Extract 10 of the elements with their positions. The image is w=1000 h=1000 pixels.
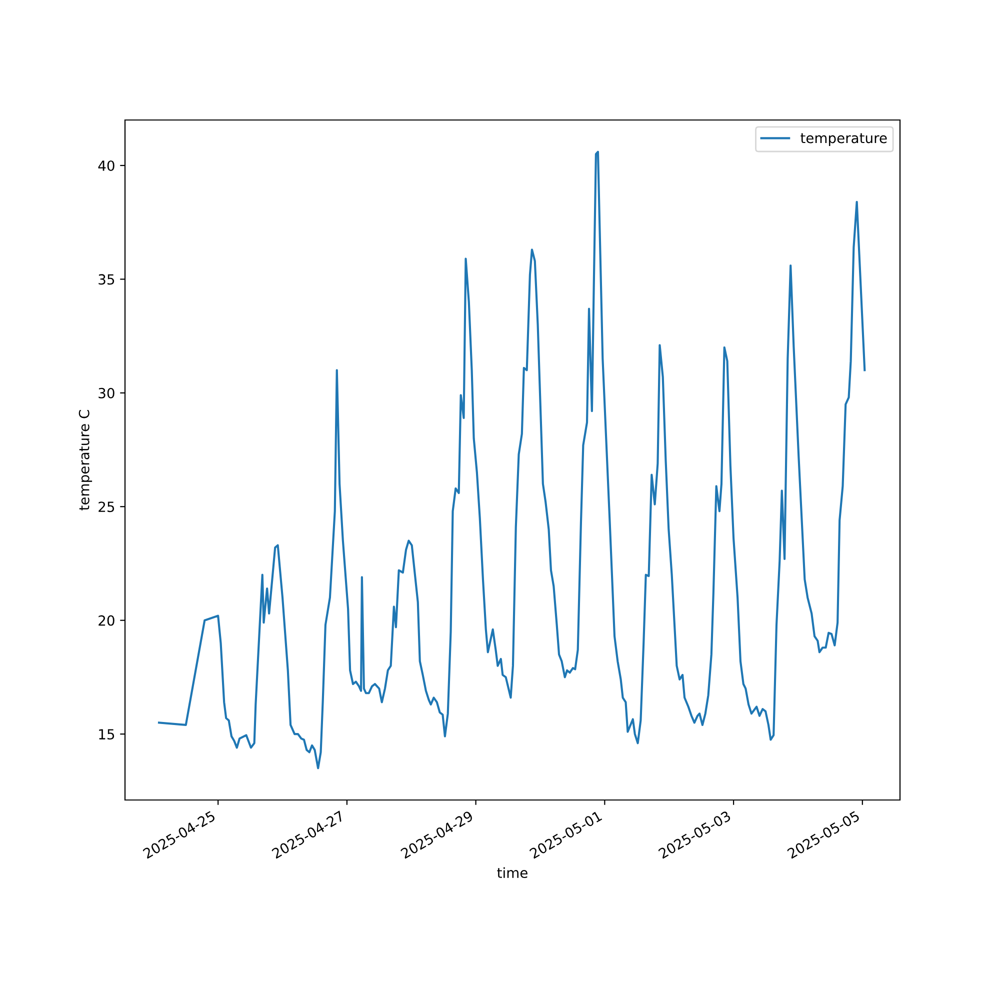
y-tick-label: 15 <box>99 729 114 740</box>
y-tick-label: 40 <box>98 160 114 171</box>
legend-label: temperature <box>800 133 887 146</box>
y-tick-label: 30 <box>98 388 114 398</box>
y-tick-label: 25 <box>98 502 114 512</box>
line-series <box>158 150 866 770</box>
y-tick-label: 20 <box>98 615 114 626</box>
y-tick-label: 35 <box>98 274 114 285</box>
x-axis-title: time <box>497 867 528 878</box>
y-axis-title: temperature C <box>78 410 92 510</box>
